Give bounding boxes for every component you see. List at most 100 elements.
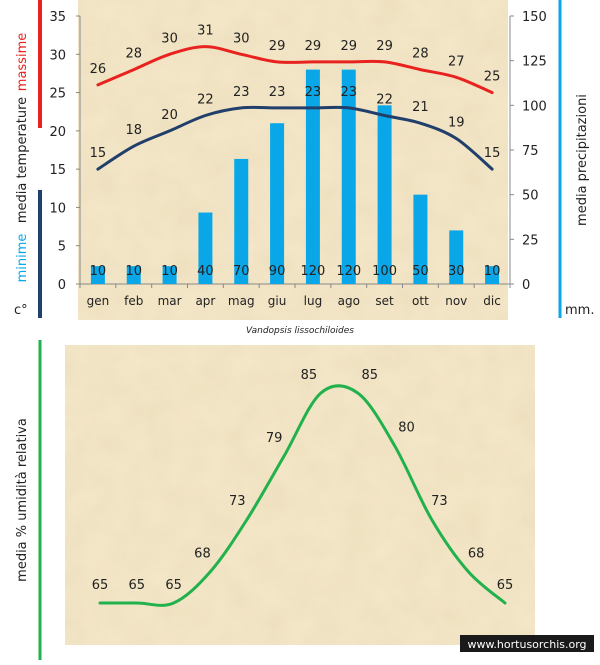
humidity-value-label: 85 bbox=[361, 368, 378, 383]
humidity-value-label: 68 bbox=[468, 547, 485, 562]
watermark-bg bbox=[460, 635, 594, 652]
rain-bar bbox=[377, 105, 392, 284]
rain-value-label: 90 bbox=[269, 264, 286, 279]
rain-bar bbox=[341, 69, 356, 284]
rain-bar bbox=[270, 123, 285, 284]
month-label: set bbox=[375, 294, 394, 308]
rain-value-label: 10 bbox=[90, 264, 107, 279]
rain-bar bbox=[90, 266, 105, 284]
right-tick-label: 150 bbox=[522, 10, 547, 25]
massime-value-label: 28 bbox=[412, 47, 429, 62]
left-tick-label: 35 bbox=[49, 10, 66, 25]
humidity-value-label: 65 bbox=[497, 578, 514, 593]
left-tick-label: 25 bbox=[49, 87, 66, 102]
minime-value-label: 18 bbox=[125, 123, 142, 138]
humidity-value-label: 73 bbox=[431, 494, 448, 509]
month-label: ago bbox=[338, 294, 360, 308]
right-tick-label: 25 bbox=[522, 233, 539, 248]
rain-bar bbox=[449, 230, 464, 284]
minime-line bbox=[96, 105, 494, 171]
massime-value-label: 30 bbox=[233, 31, 250, 46]
rain-value-label: 30 bbox=[448, 264, 465, 279]
massime-value-label: 31 bbox=[197, 24, 214, 39]
rain-bar bbox=[413, 194, 428, 284]
humidity-line bbox=[98, 384, 507, 607]
rain-bar bbox=[198, 212, 213, 284]
rain-unit-label: mm. bbox=[565, 303, 594, 318]
month-label: apr bbox=[195, 294, 215, 308]
month-label: giu bbox=[268, 294, 287, 308]
massime-value-label: 27 bbox=[448, 54, 465, 69]
data-labels: 26 28 30 31 30 29 29 29 29 28 27 25 15 18 20 22 23 23 23 23… bbox=[90, 24, 501, 279]
temperature-lines bbox=[96, 45, 494, 171]
species-caption: Vandopsis lissochiloides bbox=[246, 326, 354, 336]
massime-value-label: 29 bbox=[376, 39, 393, 54]
rain-value-label: 10 bbox=[484, 264, 501, 279]
humidity-value-label: 79 bbox=[266, 431, 283, 446]
humidity-axis-label: media % umidità relativa bbox=[15, 418, 30, 582]
rain-value-label: 40 bbox=[197, 264, 214, 279]
minime-value-label: 23 bbox=[233, 85, 250, 100]
min-axis-label: minime bbox=[15, 234, 30, 283]
rain-bar bbox=[162, 266, 177, 284]
rain-value-label: 10 bbox=[125, 264, 142, 279]
bottom-chart-paper-texture bbox=[65, 345, 535, 645]
humidity-value-label: 65 bbox=[165, 578, 182, 593]
rain-value-label: 70 bbox=[233, 264, 250, 279]
month-label: gen bbox=[87, 294, 110, 308]
left-tick-label: 20 bbox=[49, 125, 66, 140]
watermark-text: www.hortusorchis.org bbox=[467, 638, 586, 651]
rain-axis-label: media precipitazioni bbox=[575, 94, 590, 226]
massime-value-label: 26 bbox=[90, 62, 107, 77]
minime-value-label: 22 bbox=[376, 93, 393, 108]
left-tick-label: 0 bbox=[58, 278, 66, 293]
minime-value-label: 15 bbox=[484, 146, 501, 161]
month-label: nov bbox=[445, 294, 467, 308]
rain-bar bbox=[305, 69, 320, 284]
minime-value-label: 19 bbox=[448, 116, 465, 131]
month-label: feb bbox=[124, 294, 143, 308]
left-tick-label: 30 bbox=[49, 48, 66, 63]
max-axis-label: massime bbox=[15, 33, 30, 91]
rain-bar bbox=[234, 158, 249, 284]
massime-value-label: 29 bbox=[269, 39, 286, 54]
month-label: ott bbox=[412, 294, 429, 308]
humidity-value-label: 65 bbox=[129, 578, 146, 593]
left-tick-label: 5 bbox=[58, 240, 66, 255]
minime-value-label: 20 bbox=[161, 108, 178, 123]
minime-value-label: 23 bbox=[305, 85, 322, 100]
minime-value-label: 15 bbox=[90, 146, 107, 161]
rain-value-label: 120 bbox=[301, 264, 326, 279]
rain-value-label: 120 bbox=[336, 264, 361, 279]
massime-value-label: 30 bbox=[161, 31, 178, 46]
rain-bar bbox=[485, 266, 500, 284]
minime-value-label: 23 bbox=[340, 85, 357, 100]
rain-bars bbox=[90, 69, 500, 284]
right-tick-label: 100 bbox=[522, 99, 547, 114]
left-tick-label: 10 bbox=[49, 201, 66, 216]
rain-value-label: 100 bbox=[372, 264, 397, 279]
humidity-value-label: 73 bbox=[229, 494, 246, 509]
temperature-axis-label: media temperature bbox=[15, 97, 30, 223]
right-tick-label: 75 bbox=[522, 144, 539, 159]
month-label: dic bbox=[483, 294, 501, 308]
right-tick-label: 0 bbox=[522, 278, 530, 293]
rain-bar bbox=[126, 266, 141, 284]
minime-value-label: 22 bbox=[197, 93, 214, 108]
rain-value-label: 50 bbox=[412, 264, 429, 279]
rain-value-label: 10 bbox=[161, 264, 178, 279]
temp-unit-label: c° bbox=[14, 303, 28, 318]
humidity-value-label: 85 bbox=[301, 368, 318, 383]
massime-value-label: 29 bbox=[340, 39, 357, 54]
month-label: mag bbox=[228, 294, 255, 308]
right-tick-label: 125 bbox=[522, 55, 547, 70]
humidity-value-label: 65 bbox=[92, 578, 109, 593]
massime-value-label: 25 bbox=[484, 70, 501, 85]
left-tick-label: 15 bbox=[49, 163, 66, 178]
top-chart-paper-texture bbox=[78, 0, 508, 320]
month-label: lug bbox=[304, 294, 323, 308]
massime-value-label: 28 bbox=[125, 47, 142, 62]
